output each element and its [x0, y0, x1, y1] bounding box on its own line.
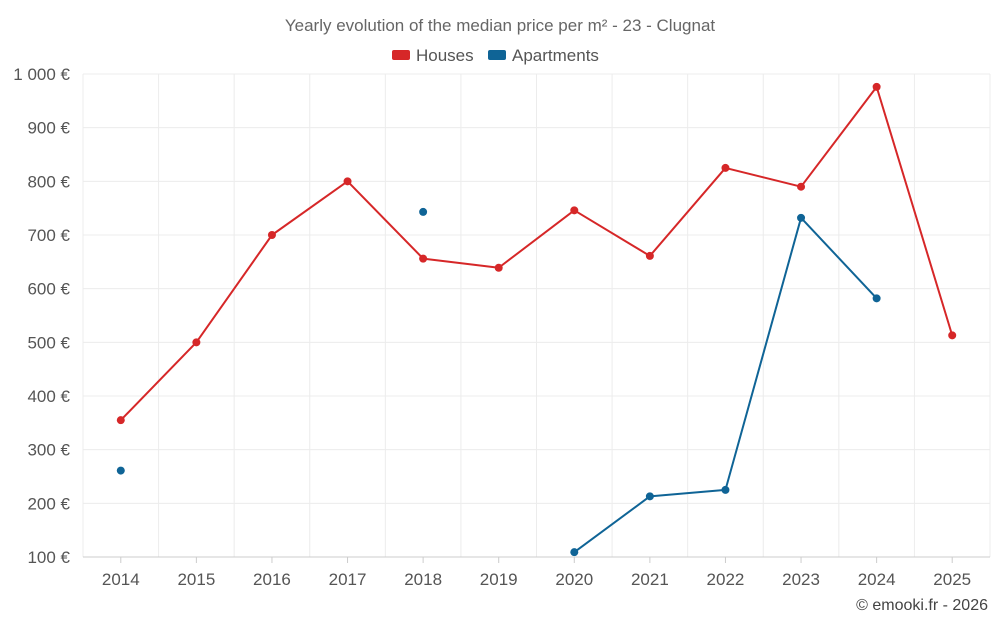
data-point-apartments[interactable] [116, 466, 125, 475]
data-point-houses[interactable] [267, 231, 276, 239]
x-tick-label: 2023 [782, 570, 820, 589]
x-tick-label: 2014 [102, 570, 140, 589]
y-tick-label: 300 € [27, 441, 70, 460]
series-line-segment-houses [119, 341, 198, 422]
series-houses [116, 82, 957, 425]
data-point-houses[interactable] [570, 206, 579, 215]
chart-title: Yearly evolution of the median price per… [285, 16, 716, 35]
legend[interactable]: Houses Apartments [392, 46, 599, 65]
x-tick-label: 2020 [555, 570, 593, 589]
x-tick-label: 2022 [707, 570, 745, 589]
x-tick-label: 2017 [329, 570, 367, 589]
y-tick-label: 600 € [27, 280, 70, 299]
legend-label-apartments: Apartments [512, 46, 599, 65]
data-point-apartments[interactable] [419, 207, 428, 216]
series-line-segment-houses [422, 257, 500, 269]
credit-text: © emooki.fr - 2026 [856, 597, 988, 614]
x-tick-label: 2025 [933, 570, 971, 589]
series-line-segment-houses [195, 234, 273, 344]
y-tick-label: 100 € [27, 548, 70, 567]
y-tick-label: 800 € [27, 172, 70, 191]
data-point-apartments[interactable] [645, 492, 654, 501]
legend-item-houses[interactable]: Houses [392, 46, 474, 65]
y-tick-label: 200 € [27, 494, 70, 513]
x-tick-label: 2019 [480, 570, 518, 589]
series-line-segment-apartments [800, 216, 878, 300]
series-line-segment-houses [648, 166, 727, 257]
data-point-houses[interactable] [116, 416, 125, 425]
y-tick-label: 900 € [27, 119, 70, 138]
x-tick-label: 2016 [253, 570, 291, 589]
legend-swatch-houses [392, 50, 410, 60]
series-line-segment-houses [875, 85, 954, 337]
series-apartments [116, 207, 881, 557]
grid [82, 73, 991, 557]
y-tick-label: 500 € [27, 333, 70, 352]
data-point-houses[interactable] [192, 338, 201, 347]
data-point-houses[interactable] [872, 82, 881, 91]
data-point-apartments[interactable] [797, 213, 806, 222]
data-point-apartments[interactable] [872, 294, 881, 303]
data-point-houses[interactable] [721, 163, 730, 172]
series-line-segment-houses [724, 166, 803, 188]
data-point-houses[interactable] [948, 331, 957, 340]
data-point-apartments[interactable] [721, 485, 730, 494]
legend-item-apartments[interactable]: Apartments [488, 46, 599, 65]
data-point-houses[interactable] [419, 254, 428, 263]
data-point-houses[interactable] [494, 263, 503, 272]
data-point-apartments[interactable] [570, 548, 579, 557]
legend-label-houses: Houses [416, 46, 474, 65]
x-tick-label: 2018 [404, 570, 442, 589]
series-line-segment-apartments [648, 488, 727, 498]
data-point-houses[interactable] [645, 251, 654, 260]
plot-area [116, 82, 957, 557]
x-tick-label: 2015 [177, 570, 215, 589]
series-line-segment-apartments [724, 216, 803, 491]
series-line-segment-houses [346, 180, 425, 260]
series-line-segment-houses [800, 85, 878, 188]
series-line-segment-apartments [573, 495, 651, 554]
x-tick-label: 2024 [858, 570, 896, 589]
x-tick-label: 2021 [631, 570, 669, 589]
series-line-segment-houses [573, 209, 651, 257]
series-line-segment-houses [270, 180, 349, 236]
y-tick-label: 700 € [27, 226, 70, 245]
y-tick-label: 1 000 € [13, 65, 70, 84]
legend-swatch-apartments [488, 50, 506, 60]
y-tick-label: 400 € [27, 387, 70, 406]
data-point-houses[interactable] [797, 182, 806, 191]
series-line-segment-houses [497, 209, 576, 269]
axes: 100 € 200 € 300 € 400 € 500 € 600 € 700 € 800 €… [13, 65, 990, 589]
data-point-houses[interactable] [343, 177, 352, 186]
